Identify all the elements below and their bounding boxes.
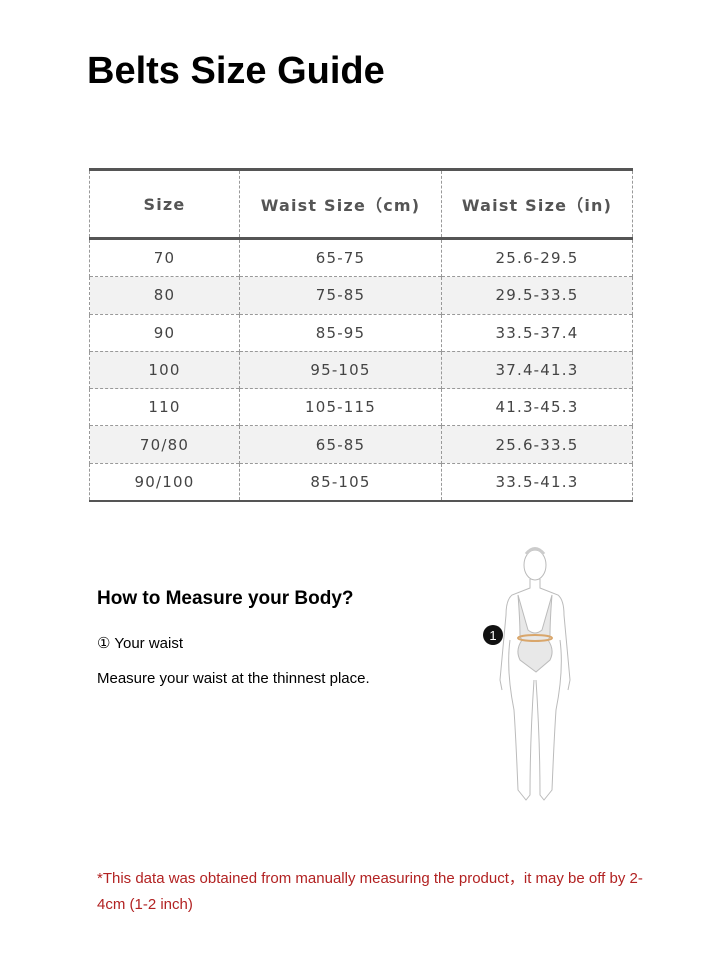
cell-size: 70 xyxy=(89,237,240,277)
cell-size: 100 xyxy=(89,350,240,389)
measure-instruction: Measure your waist at the thinnest place… xyxy=(97,670,370,687)
table-row: 80 75-85 29.5-33.5 xyxy=(89,276,633,315)
cell-size: 110 xyxy=(89,388,240,426)
cell-waist-in: 25.6-29.5 xyxy=(441,237,633,277)
table-row: 90/100 85-105 33.5-41.3 xyxy=(89,462,633,502)
body-figure-illustration: 1 xyxy=(483,547,571,801)
header-waist-in: Waist Size（in) xyxy=(441,169,633,240)
cell-size: 80 xyxy=(89,276,240,315)
cell-waist-in: 33.5-37.4 xyxy=(441,313,633,352)
table-header-row: Size Waist Size（cm) Waist Size（in) xyxy=(89,169,633,240)
waist-band-marker xyxy=(517,634,553,642)
measure-step: ① Your waist xyxy=(97,635,183,652)
cell-waist-in: 33.5-41.3 xyxy=(441,462,633,502)
header-size: Size xyxy=(89,169,240,240)
cell-size: 70/80 xyxy=(89,425,240,464)
table-row: 70/80 65-85 25.6-33.5 xyxy=(89,425,633,464)
cell-size: 90/100 xyxy=(89,462,240,502)
table-row: 110 105-115 41.3-45.3 xyxy=(89,388,633,426)
table-row: 70 65-75 25.6-29.5 xyxy=(89,237,633,277)
cell-waist-cm: 105-115 xyxy=(239,388,442,426)
size-table: Size Waist Size（cm) Waist Size（in) 70 65-… xyxy=(89,168,633,503)
cell-size: 90 xyxy=(89,313,240,352)
measure-heading: How to Measure your Body? xyxy=(97,588,354,609)
cell-waist-cm: 85-105 xyxy=(239,462,442,502)
cell-waist-in: 29.5-33.5 xyxy=(441,276,633,315)
header-waist-cm: Waist Size（cm) xyxy=(239,169,442,240)
cell-waist-in: 25.6-33.5 xyxy=(441,425,633,464)
cell-waist-cm: 65-85 xyxy=(239,425,442,464)
disclaimer-note: *This data was obtained from manually me… xyxy=(97,870,643,913)
cell-waist-cm: 75-85 xyxy=(239,276,442,315)
cell-waist-cm: 95-105 xyxy=(239,350,442,389)
cell-waist-cm: 85-95 xyxy=(239,313,442,352)
step-marker-icon xyxy=(483,625,503,645)
table-row: 100 95-105 37.4-41.3 xyxy=(89,350,633,389)
cell-waist-in: 41.3-45.3 xyxy=(441,388,633,426)
cell-waist-cm: 65-75 xyxy=(239,237,442,277)
table-row: 90 85-95 33.5-37.4 xyxy=(89,313,633,352)
cell-waist-in: 37.4-41.3 xyxy=(441,350,633,389)
step-marker-number: 1 xyxy=(489,628,496,643)
page-title: Belts Size Guide xyxy=(87,50,385,92)
